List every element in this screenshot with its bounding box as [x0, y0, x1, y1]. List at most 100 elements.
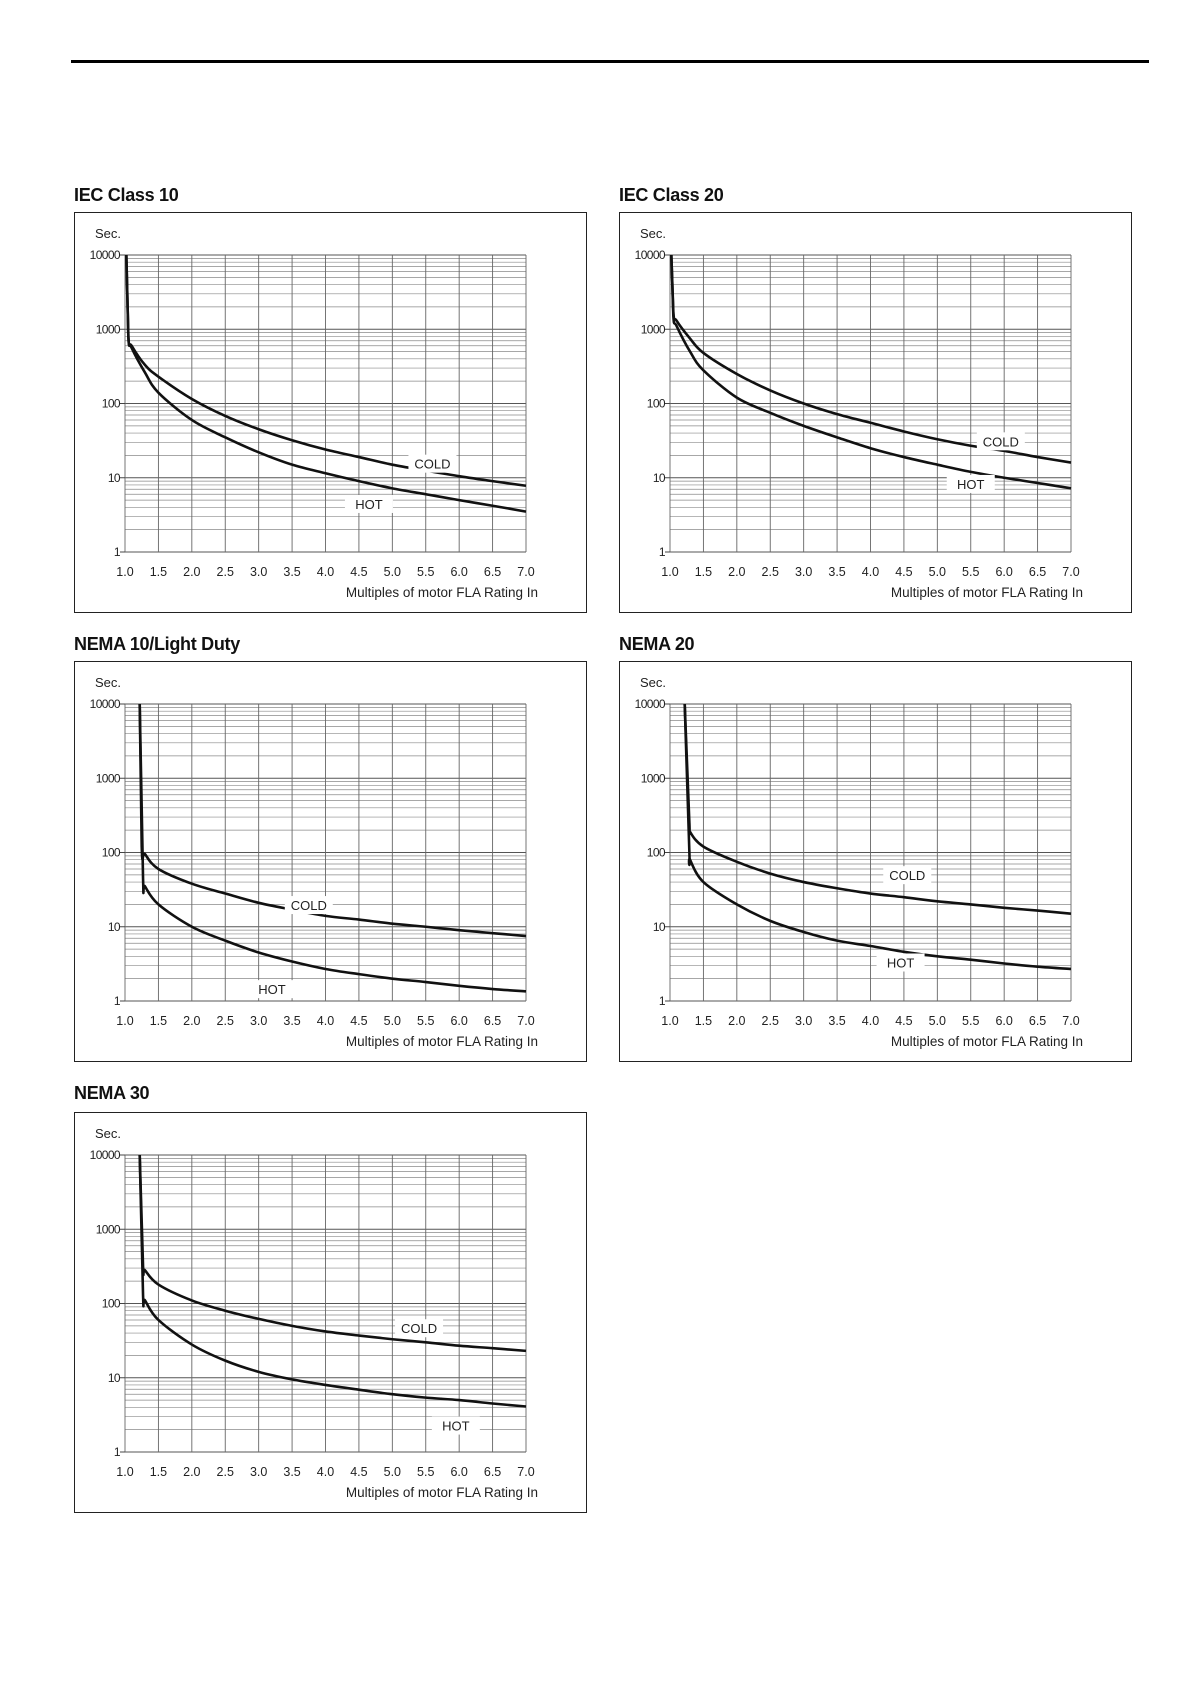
x-tick-label: 1.0: [116, 565, 133, 579]
series-label-background: [344, 494, 393, 513]
x-tick-label: 6.0: [450, 565, 467, 579]
x-tick-label: 5.5: [417, 565, 434, 579]
y-tick-label: 10: [108, 920, 121, 934]
x-tick-label: 2.5: [762, 565, 779, 579]
series-line-cold: [125, 254, 527, 488]
series-line-cold: [683, 703, 1072, 915]
y-tick-label: 1000: [96, 1222, 121, 1236]
y-tick-label: 1000: [641, 771, 666, 785]
y-tick-label: 1: [114, 545, 121, 559]
series-label-hot: HOT: [442, 1419, 470, 1434]
series-label-cold: COLD: [983, 434, 1019, 449]
x-tick-label: 6.5: [1029, 1014, 1046, 1028]
y-tick-label: 1: [659, 994, 666, 1008]
chart-svg: 1.0 1.5 2.0 2.5 3.0 3.5 4.0 4.5 5.0 5.5 6.0 6.5 7.0 1…: [635, 675, 1083, 1049]
x-tick-label: 5.5: [417, 1465, 434, 1479]
x-tick-label: 2.5: [217, 1465, 234, 1479]
y-tick-label: 100: [102, 846, 121, 860]
x-tick-label: 1.0: [116, 1014, 133, 1028]
x-tick-label: 6.0: [995, 1014, 1012, 1028]
y-tick-label: 1000: [641, 322, 666, 336]
x-tick-label: 4.0: [862, 565, 879, 579]
x-tick-label: 2.5: [217, 565, 234, 579]
y-tick-label: 100: [647, 846, 666, 860]
y-axis-label: Sec.: [95, 1126, 121, 1141]
series-line-hot: [670, 254, 1072, 490]
y-tick-label: 100: [647, 397, 666, 411]
y-tick-label: 10000: [635, 248, 666, 262]
x-tick-label: 4.0: [862, 1014, 879, 1028]
y-axis-label: Sec.: [95, 226, 121, 241]
x-tick-label: 4.0: [317, 1014, 334, 1028]
x-tick-label: 5.5: [417, 1014, 434, 1028]
series-label-background: [284, 896, 333, 915]
x-tick-label: 6.0: [450, 1465, 467, 1479]
x-tick-label: 7.0: [517, 1014, 534, 1028]
x-tick-label: 5.0: [929, 565, 946, 579]
series-label-cold: COLD: [291, 898, 327, 913]
x-tick-label: 3.0: [250, 1014, 267, 1028]
series-label-background: [946, 474, 995, 493]
x-tick-label: 3.5: [828, 1014, 845, 1028]
series-line-hot: [138, 703, 527, 993]
y-axis-label: Sec.: [95, 675, 121, 690]
series-line-hot: [138, 1154, 527, 1408]
x-axis-label: Multiples of motor FLA Rating In: [891, 1034, 1083, 1049]
chart-title-iec20: IEC Class 20: [619, 185, 724, 205]
series-label-cold: COLD: [414, 457, 450, 472]
y-axis-label: Sec.: [640, 226, 666, 241]
x-tick-label: 7.0: [517, 565, 534, 579]
x-tick-label: 6.5: [484, 1014, 501, 1028]
chart-nema20: 1.0 1.5 2.0 2.5 3.0 3.5 4.0 4.5 5.0 5.5 6.0 6.5 7.0 1…: [619, 661, 1132, 1062]
x-tick-label: 4.5: [350, 565, 367, 579]
series-label-background: [876, 953, 925, 972]
chart-nema30: 1.0 1.5 2.0 2.5 3.0 3.5 4.0 4.5 5.0 5.5 6.0 6.5 7.0 1…: [74, 1112, 587, 1513]
y-tick-label: 1: [659, 545, 666, 559]
series-label-hot: HOT: [957, 477, 985, 492]
y-axis-label: Sec.: [640, 675, 666, 690]
series-label-background: [408, 454, 457, 473]
x-tick-label: 6.5: [484, 1465, 501, 1479]
x-tick-label: 1.0: [661, 565, 678, 579]
chart-title-iec10: IEC Class 10: [74, 185, 179, 205]
y-tick-label: 10000: [635, 697, 666, 711]
x-axis-label: Multiples of motor FLA Rating In: [346, 1485, 538, 1500]
y-tick-label: 100: [102, 1297, 121, 1311]
x-tick-label: 3.0: [795, 565, 812, 579]
chart-svg: 1.0 1.5 2.0 2.5 3.0 3.5 4.0 4.5 5.0 5.5 6.0 6.5 7.0 1…: [635, 226, 1083, 600]
y-tick-label: 10000: [90, 1148, 121, 1162]
x-tick-label: 3.0: [250, 1465, 267, 1479]
chart-iec10: 1.0 1.5 2.0 2.5 3.0 3.5 4.0 4.5 5.0 5.5 6.0 6.5 7.0 1…: [74, 212, 587, 613]
chart-nema10: 1.0 1.5 2.0 2.5 3.0 3.5 4.0 4.5 5.0 5.5 6.0 6.5 7.0 1…: [74, 661, 587, 1062]
x-tick-label: 1.0: [661, 1014, 678, 1028]
y-tick-label: 10: [653, 471, 666, 485]
x-axis-label: Multiples of motor FLA Rating In: [891, 585, 1083, 600]
x-axis-label: Multiples of motor FLA Rating In: [346, 1034, 538, 1049]
y-tick-label: 1000: [96, 771, 121, 785]
y-tick-label: 10000: [90, 248, 121, 262]
x-tick-label: 7.0: [1062, 565, 1079, 579]
x-tick-label: 2.0: [183, 565, 200, 579]
chart-svg: 1.0 1.5 2.0 2.5 3.0 3.5 4.0 4.5 5.0 5.5 6.0 6.5 7.0 1…: [90, 226, 538, 600]
chart-title-nema30: NEMA 30: [74, 1083, 150, 1103]
chart-svg: 1.0 1.5 2.0 2.5 3.0 3.5 4.0 4.5 5.0 5.5 6.0 6.5 7.0 1…: [90, 675, 538, 1049]
x-tick-label: 3.5: [283, 565, 300, 579]
x-tick-label: 6.5: [1029, 565, 1046, 579]
series-label-background: [883, 866, 932, 885]
x-tick-label: 3.5: [828, 565, 845, 579]
x-tick-label: 4.5: [350, 1465, 367, 1479]
x-tick-label: 5.0: [384, 565, 401, 579]
x-tick-label: 1.5: [695, 565, 712, 579]
x-tick-label: 1.5: [695, 1014, 712, 1028]
y-tick-label: 10000: [90, 697, 121, 711]
y-tick-label: 10: [653, 920, 666, 934]
series-label-hot: HOT: [258, 982, 286, 997]
x-tick-label: 5.0: [929, 1014, 946, 1028]
x-tick-label: 1.5: [150, 1014, 167, 1028]
x-tick-label: 6.5: [484, 565, 501, 579]
series-line-cold: [138, 1154, 527, 1353]
x-tick-label: 6.0: [450, 1014, 467, 1028]
x-tick-label: 6.0: [995, 565, 1012, 579]
x-tick-label: 5.0: [384, 1014, 401, 1028]
x-tick-label: 2.0: [728, 565, 745, 579]
